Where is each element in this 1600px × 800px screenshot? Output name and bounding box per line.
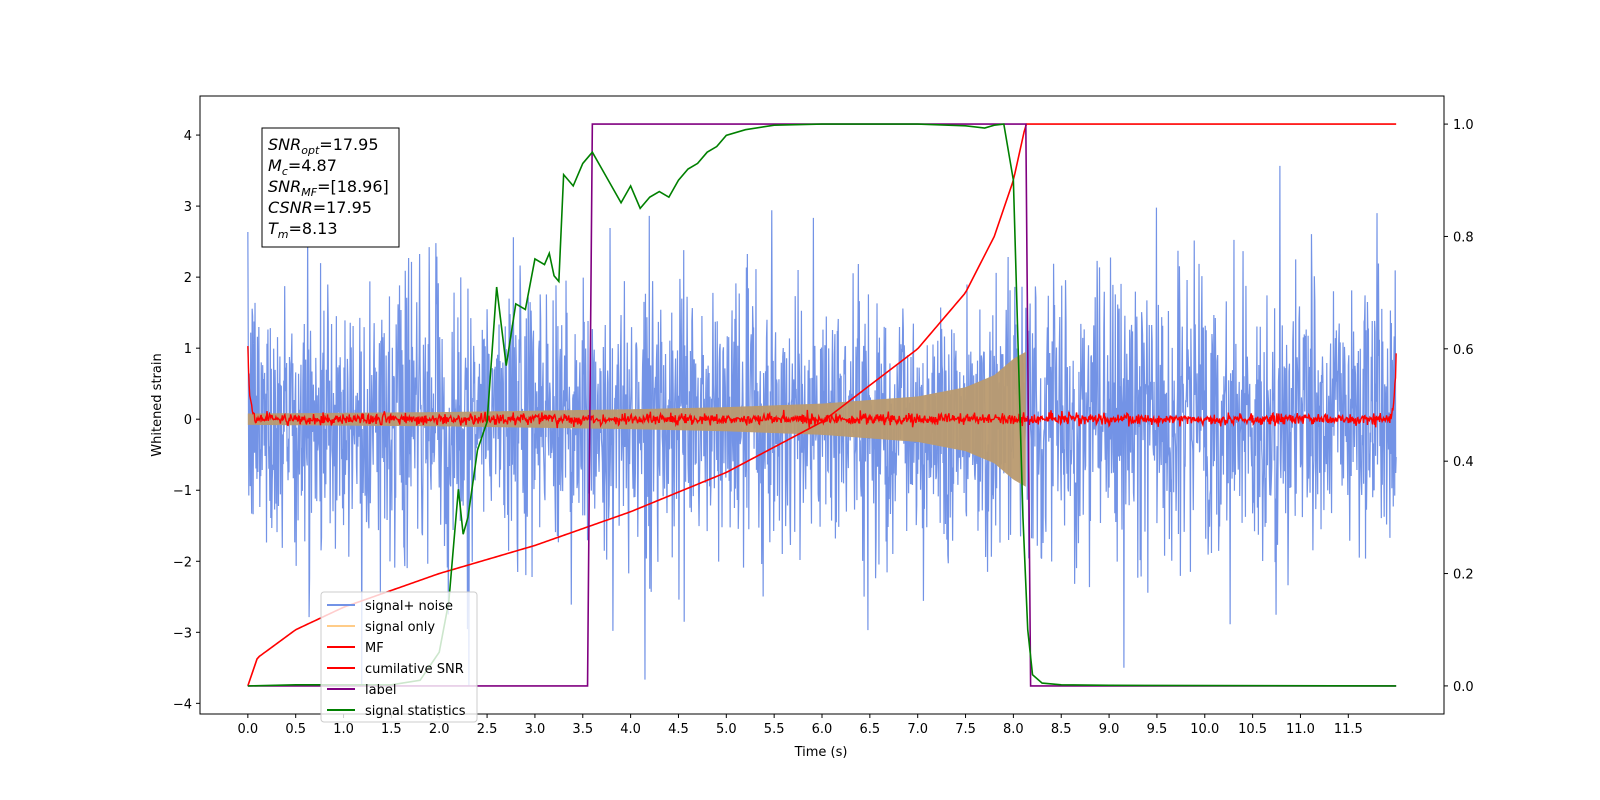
- legend-items: signal+ noise signal only MF cumilative SNR…: [327, 599, 466, 719]
- series-layer: [247, 123, 1397, 687]
- x-tick-label: 3.5: [572, 722, 593, 737]
- x-tick-label: 10.0: [1190, 722, 1219, 737]
- info-line: CSNR=17.95: [268, 198, 372, 217]
- info-line: Mc=4.87: [268, 156, 337, 178]
- y-right-tick-label: 0.2: [1453, 568, 1474, 583]
- legend-frame: [320, 591, 478, 723]
- series-cumulative-snr: [247, 123, 1397, 687]
- y-axis-left: 4 3 2 1 0 −1 −2 −3 −4: [173, 129, 200, 712]
- info-lines: SNRopt=17.95Mc=4.87SNRMF=[18.96]CSNR=17.…: [268, 135, 389, 241]
- y-tick-label: −2: [173, 555, 192, 570]
- info-value: =17.95: [313, 198, 372, 217]
- x-tick-label: 1.0: [333, 722, 354, 737]
- info-symbol: SNR: [268, 177, 301, 196]
- y-right-tick-label: 0.6: [1453, 343, 1474, 358]
- y-axis-label: Whitened strain: [150, 353, 165, 456]
- info-value: =4.87: [288, 156, 337, 175]
- y-axis-right: 1.0 0.8 0.6 0.4 0.2 0.0: [1444, 118, 1474, 695]
- x-tick-label: 9.5: [1147, 722, 1168, 737]
- legend-label: label: [365, 683, 396, 698]
- info-symbol: CSNR: [268, 198, 313, 217]
- x-tick-label: 10.5: [1238, 722, 1267, 737]
- legend-label: cumilative SNR: [365, 662, 464, 677]
- x-tick-label: 6.0: [812, 722, 833, 737]
- x-tick-label: 5.5: [764, 722, 785, 737]
- legend-label: signal statistics: [365, 704, 466, 719]
- x-axis: 0.0 0.5 1.0 1.5 2.0 2.5 3.0 3.5 4.0 4.5 5.0 5.5 6.0 6…: [238, 714, 1363, 737]
- y-tick-label: 2: [184, 271, 192, 286]
- x-tick-label: 4.5: [668, 722, 689, 737]
- x-tick-label: 4.0: [620, 722, 641, 737]
- info-subscript: opt: [301, 144, 320, 157]
- x-tick-label: 11.5: [1334, 722, 1363, 737]
- x-tick-label: 6.5: [860, 722, 881, 737]
- x-tick-label: 9.0: [1099, 722, 1120, 737]
- y-right-tick-label: 0.0: [1453, 680, 1474, 695]
- legend-label: signal only: [365, 620, 435, 635]
- x-tick-label: 7.5: [955, 722, 976, 737]
- y-right-tick-label: 0.4: [1453, 455, 1474, 470]
- info-symbol: SNR: [268, 135, 301, 154]
- x-axis-label: Time (s): [794, 745, 848, 760]
- legend: signal+ noise signal only MF cumilative SNR…: [320, 591, 478, 723]
- y-tick-label: 3: [184, 200, 192, 215]
- x-tick-label: 3.0: [525, 722, 546, 737]
- x-tick-label: 8.0: [1003, 722, 1024, 737]
- x-tick-label: 0.0: [238, 722, 259, 737]
- y-tick-label: −4: [173, 697, 192, 712]
- x-tick-label: 8.5: [1051, 722, 1072, 737]
- info-box-frame: [261, 127, 400, 248]
- x-tick-label: 2.0: [429, 722, 450, 737]
- info-subscript: c: [282, 165, 288, 178]
- x-tick-label: 7.0: [907, 722, 928, 737]
- x-tick-label: 1.5: [381, 722, 402, 737]
- legend-label: MF: [365, 641, 384, 656]
- info-symbol: T: [268, 219, 279, 238]
- y-right-tick-label: 1.0: [1453, 118, 1474, 133]
- info-box: SNRopt=17.95Mc=4.87SNRMF=[18.96]CSNR=17.…: [261, 127, 400, 248]
- info-value: =[18.96]: [317, 177, 389, 196]
- x-tick-label: 2.5: [477, 722, 498, 737]
- legend-label: signal+ noise: [365, 599, 453, 614]
- x-tick-label: 5.0: [716, 722, 737, 737]
- y-right-tick-label: 0.8: [1453, 230, 1474, 245]
- info-symbol: M: [268, 156, 282, 175]
- x-tick-label: 0.5: [285, 722, 306, 737]
- info-value: =8.13: [289, 219, 338, 238]
- info-subscript: MF: [301, 186, 317, 199]
- y-tick-label: −1: [173, 484, 192, 499]
- info-value: =17.95: [319, 135, 378, 154]
- info-line: SNRopt=17.95: [268, 135, 379, 157]
- y-tick-label: 1: [184, 342, 192, 357]
- series-mf: [247, 346, 1397, 429]
- y-tick-label: −3: [173, 626, 192, 641]
- info-line: Tm=8.13: [268, 219, 338, 241]
- y-tick-label: 0: [184, 413, 192, 428]
- x-tick-label: 11.0: [1286, 722, 1315, 737]
- y-tick-label: 4: [184, 129, 192, 144]
- info-subscript: m: [278, 228, 289, 241]
- series-signal-statistics: [247, 123, 1397, 687]
- info-line: SNRMF=[18.96]: [268, 177, 389, 199]
